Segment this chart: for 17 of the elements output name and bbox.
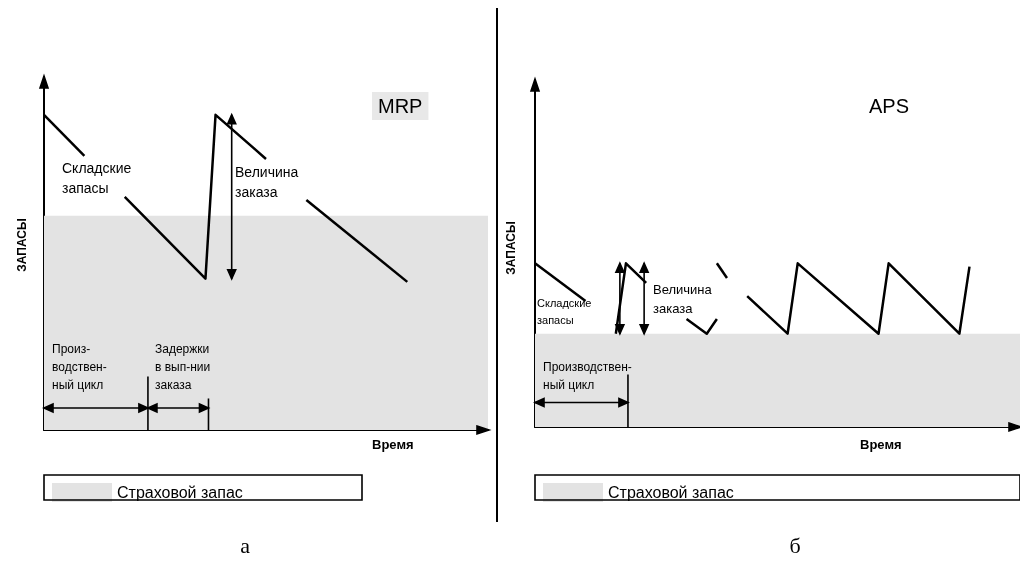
annotation: Складские запасы — [62, 160, 132, 196]
annotation: Задержки в вып-нии заказа — [155, 342, 211, 392]
legend-label: Страховой запас — [117, 484, 243, 501]
annotation: Произ- водствен- ный цикл — [52, 342, 107, 392]
annotation: Складские запасы — [537, 296, 592, 326]
chart-title: MRP — [378, 95, 423, 117]
annotation: Величина заказа — [235, 164, 299, 200]
annotation: Величина заказа — [653, 282, 713, 316]
text: а — [240, 532, 251, 558]
legend-label: Страховой запас — [608, 484, 734, 501]
x-axis-title: Время — [372, 437, 414, 452]
y-axis-title: ЗАПАСЫ — [504, 221, 518, 275]
x-axis-title: Время — [860, 437, 902, 452]
annotation: Производствен- ный цикл — [543, 360, 632, 392]
text: б — [789, 532, 801, 558]
chart-title: APS — [869, 95, 910, 117]
y-axis-title: ЗАПАСЫ — [15, 218, 29, 272]
